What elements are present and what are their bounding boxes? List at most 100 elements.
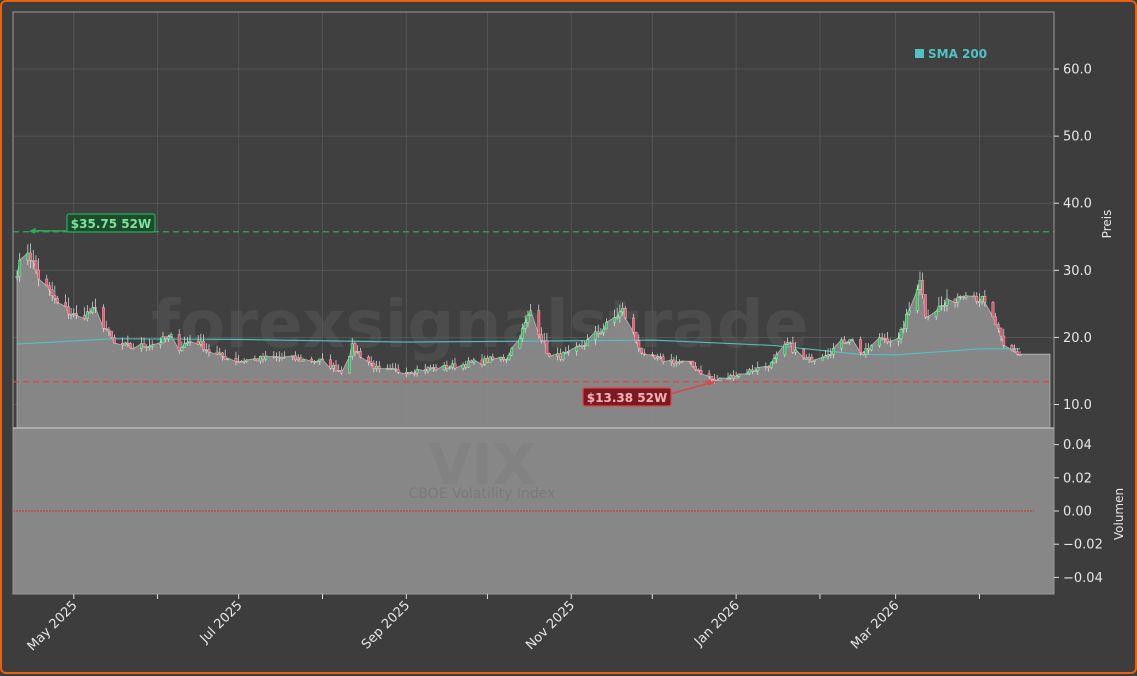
- candle-body: [67, 307, 69, 314]
- candle-body: [597, 332, 599, 334]
- candle-body: [500, 357, 502, 359]
- candle-body: [416, 369, 418, 373]
- candle-body: [889, 341, 891, 342]
- volume-tick-label-1: 0.02: [1063, 471, 1092, 486]
- candle-body: [689, 361, 691, 362]
- candle-body: [924, 294, 926, 317]
- candle-body: [946, 299, 948, 305]
- candle-body: [486, 358, 488, 362]
- candle-body: [1011, 345, 1013, 349]
- candle-body: [662, 357, 664, 362]
- candle-body: [392, 369, 394, 370]
- candle-body: [197, 341, 199, 344]
- x-tick-label-2: Jul 2025: [197, 598, 246, 647]
- candle-body: [605, 322, 607, 329]
- candle-body: [243, 361, 245, 362]
- candle-body: [808, 357, 810, 359]
- candle-body: [297, 358, 299, 360]
- candle-2025-12-16: [692, 361, 694, 368]
- candle-body: [505, 359, 507, 360]
- candle-body: [29, 253, 31, 261]
- candle-body: [319, 359, 321, 361]
- candle-body: [132, 348, 134, 349]
- candle-body: [46, 279, 48, 286]
- candle-body: [186, 342, 188, 343]
- x-tick-label-0: May 2025: [25, 598, 81, 654]
- candle-body: [224, 356, 226, 359]
- candle-body: [711, 376, 713, 379]
- candle-body: [1013, 350, 1015, 352]
- candle-body: [681, 361, 683, 362]
- candle-body: [594, 332, 596, 340]
- candle-body: [170, 334, 172, 336]
- candle-body: [881, 338, 883, 339]
- candle-body: [811, 357, 813, 362]
- candle-body: [1016, 351, 1018, 354]
- price-tick-label-1: 20.0: [1063, 331, 1092, 346]
- candle-body: [75, 313, 77, 315]
- candle-body: [237, 362, 239, 363]
- candle-body: [981, 296, 983, 301]
- candle-body: [91, 307, 93, 312]
- x-tick-label-10: Mar 2026: [848, 598, 902, 652]
- candle-2026-03-12: [924, 294, 926, 319]
- candle-body: [751, 370, 753, 372]
- legend-label-sma-200: SMA 200: [928, 47, 987, 61]
- candle-body: [489, 357, 491, 363]
- candle-2025-10-10: [511, 347, 513, 356]
- candle-body: [124, 343, 126, 345]
- volume-tick-label-4: −0.04: [1063, 571, 1103, 586]
- candle-body: [775, 355, 777, 359]
- volume-tick-label-0: 0.04: [1063, 438, 1092, 453]
- candle-body: [640, 348, 642, 353]
- candle-body: [830, 354, 832, 355]
- candle-body: [332, 365, 334, 368]
- candle-body: [638, 341, 640, 349]
- candle-body: [502, 357, 504, 359]
- candle-body: [584, 345, 586, 346]
- candle-body: [373, 363, 375, 368]
- candle-body: [205, 350, 207, 351]
- candle-body: [613, 318, 615, 323]
- candle-body: [575, 347, 577, 352]
- candle-body: [994, 317, 996, 325]
- candle-body: [351, 344, 353, 357]
- candle-body: [670, 360, 672, 362]
- candle-2025-10-02: [489, 356, 491, 363]
- candle-body: [56, 298, 58, 302]
- candle-body: [908, 310, 910, 314]
- candle-body: [984, 296, 986, 302]
- candle-body: [32, 261, 34, 262]
- candle-body: [730, 375, 732, 378]
- candle-body: [976, 296, 978, 301]
- candle-body: [943, 305, 945, 306]
- candle-body: [54, 296, 56, 298]
- candle-body: [329, 360, 331, 369]
- candle-body: [411, 372, 413, 373]
- candle-body: [878, 338, 880, 346]
- candle-body: [159, 343, 161, 345]
- candle-body: [143, 344, 145, 347]
- candle-body: [310, 359, 312, 361]
- candle-body: [492, 357, 494, 359]
- candle-body: [959, 296, 961, 297]
- candle-body: [546, 341, 548, 354]
- candle-body: [548, 354, 550, 357]
- candle-body: [446, 365, 448, 369]
- candle-body: [624, 308, 626, 318]
- candle-body: [129, 343, 131, 347]
- candle-body: [313, 361, 315, 362]
- volume-tick-label-3: −0.02: [1063, 538, 1103, 553]
- candle-body: [851, 339, 853, 340]
- volume-tick-label-2: 0.00: [1063, 505, 1092, 520]
- candle-body: [581, 346, 583, 347]
- x-tick-label-8: Jan 2026: [691, 598, 743, 650]
- candle-body: [102, 308, 104, 329]
- candle-2026-04-06: [992, 301, 994, 318]
- candle-body: [146, 347, 148, 348]
- candle-body: [227, 358, 229, 359]
- candle-body: [848, 340, 850, 342]
- candle-body: [219, 353, 221, 354]
